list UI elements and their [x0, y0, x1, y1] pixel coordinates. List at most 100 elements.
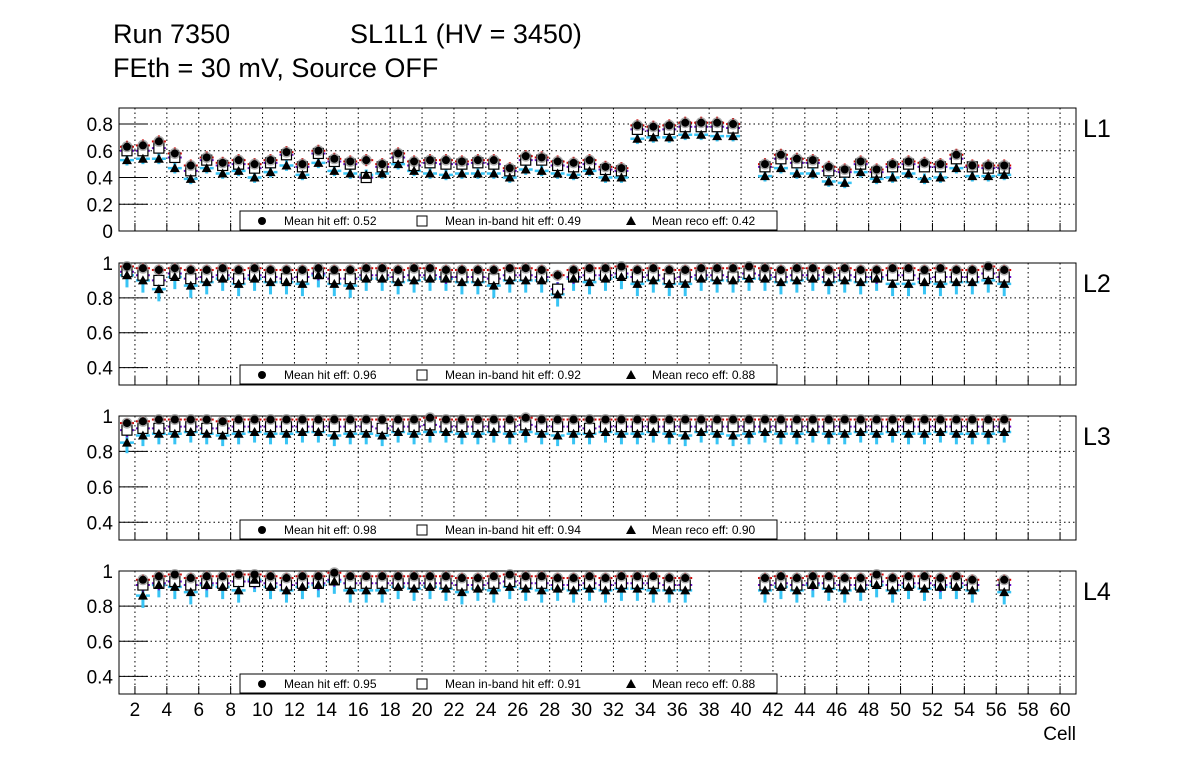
- legend-hit-marker: [258, 371, 266, 379]
- reco-marker-triangle: [775, 428, 786, 438]
- reco-marker-triangle: [233, 278, 244, 288]
- hit-marker-circle: [234, 156, 243, 165]
- hit-marker-circle: [633, 265, 642, 274]
- hit-marker-circle: [186, 574, 195, 583]
- hit-marker-circle: [1000, 575, 1009, 584]
- reco-marker-triangle: [919, 428, 930, 438]
- reco-marker-triangle: [504, 172, 515, 182]
- reco-marker-triangle: [744, 428, 755, 438]
- legend-hit-label: Mean hit eff: 0.95: [284, 677, 377, 691]
- hit-marker-circle: [298, 572, 307, 581]
- hit-marker-circle: [776, 150, 785, 159]
- hit-marker-circle: [138, 264, 147, 273]
- reco-marker-triangle: [504, 275, 515, 285]
- x-tick-label: 22: [443, 700, 464, 721]
- hit-marker-circle: [473, 265, 482, 274]
- x-tick-label: 16: [348, 700, 369, 721]
- reco-marker-triangle: [903, 168, 914, 178]
- hit-marker-circle: [489, 265, 498, 274]
- hit-marker-circle: [218, 417, 227, 426]
- hit-marker-circle: [186, 161, 195, 170]
- hit-marker-circle: [138, 417, 147, 426]
- hit-marker-circle: [920, 572, 929, 581]
- reco-marker-triangle: [520, 275, 531, 285]
- hit-marker-circle: [601, 574, 610, 583]
- hit-marker-circle: [665, 574, 674, 583]
- reco-marker-triangle: [201, 163, 212, 173]
- hit-marker-circle: [745, 262, 754, 271]
- hit-marker-circle: [314, 264, 323, 273]
- reco-marker-triangle: [265, 428, 276, 438]
- hit-marker-circle: [378, 415, 387, 424]
- reco-marker-triangle: [680, 278, 691, 288]
- hit-marker-circle: [681, 118, 690, 127]
- hit-marker-circle: [505, 415, 514, 424]
- reco-marker-triangle: [137, 430, 148, 440]
- hit-marker-circle: [856, 574, 865, 583]
- inband-marker-square: [153, 274, 165, 287]
- hit-marker-circle: [968, 575, 977, 584]
- reco-marker-triangle: [265, 167, 276, 177]
- reco-marker-triangle: [951, 428, 962, 438]
- x-tick-label: 18: [380, 700, 401, 721]
- x-tick-label: 54: [954, 700, 976, 721]
- hit-marker-circle: [346, 265, 355, 274]
- reco-marker-triangle: [425, 273, 436, 283]
- legend-reco-marker: [626, 216, 636, 225]
- hit-marker-circle: [330, 568, 339, 577]
- legend-inband-label: Mean in-band hit eff: 0.94: [445, 523, 581, 537]
- reco-marker-triangle: [456, 587, 467, 597]
- reco-marker-triangle: [345, 280, 356, 290]
- reco-marker-triangle: [409, 165, 420, 175]
- legend-reco-label: Mean reco eff: 0.88: [652, 368, 756, 382]
- hit-marker-circle: [617, 164, 626, 173]
- reco-marker-triangle: [887, 426, 898, 436]
- reco-marker-triangle: [201, 277, 212, 287]
- reco-marker-triangle: [472, 428, 483, 438]
- x-tick-label: 60: [1049, 700, 1070, 721]
- reco-marker-triangle: [664, 132, 675, 142]
- title-run: Run 7350: [113, 19, 230, 49]
- reco-marker-triangle: [903, 278, 914, 288]
- hit-marker-circle: [457, 157, 466, 166]
- hit-marker-circle: [824, 415, 833, 424]
- reco-marker-triangle: [425, 168, 436, 178]
- hit-marker-circle: [410, 264, 419, 273]
- hit-marker-circle: [521, 152, 530, 161]
- reco-marker-triangle: [472, 277, 483, 287]
- reco-marker-triangle: [440, 169, 451, 179]
- reco-marker-triangle: [600, 585, 611, 595]
- reco-marker-triangle: [345, 585, 356, 595]
- y-tick-label: 0.8: [87, 597, 113, 618]
- reco-marker-triangle: [456, 277, 467, 287]
- reco-marker-triangle: [600, 426, 611, 436]
- y-tick-label: 0.6: [87, 478, 113, 499]
- hit-marker-circle: [457, 574, 466, 583]
- reco-marker-triangle: [807, 168, 818, 178]
- hit-marker-circle: [808, 264, 817, 273]
- reco-marker-triangle: [233, 428, 244, 438]
- hit-marker-circle: [808, 156, 817, 165]
- reco-marker-triangle: [440, 583, 451, 593]
- hit-marker-circle: [984, 262, 993, 271]
- reco-marker-triangle: [329, 430, 340, 440]
- reco-marker-triangle: [680, 430, 691, 440]
- hit-marker-circle: [729, 120, 738, 129]
- legend-reco-label: Mean reco eff: 0.90: [652, 523, 756, 537]
- legend-hit-marker: [258, 680, 266, 688]
- hit-marker-circle: [824, 572, 833, 581]
- x-axis-label: Cell: [1043, 724, 1076, 745]
- reco-marker-triangle: [839, 177, 850, 187]
- y-tick-label: 0.2: [87, 195, 113, 216]
- hit-marker-circle: [888, 160, 897, 169]
- reco-marker-triangle: [775, 277, 786, 287]
- hit-marker-circle: [426, 572, 435, 581]
- hit-marker-circle: [473, 415, 482, 424]
- hit-marker-circle: [282, 574, 291, 583]
- title-subtitle: FEth = 30 mV, Source OFF: [113, 53, 438, 83]
- reco-marker-triangle: [361, 273, 372, 283]
- y-tick-label: 0.8: [87, 115, 113, 136]
- hit-marker-circle: [186, 415, 195, 424]
- hit-marker-circle: [840, 574, 849, 583]
- hit-marker-circle: [250, 160, 259, 169]
